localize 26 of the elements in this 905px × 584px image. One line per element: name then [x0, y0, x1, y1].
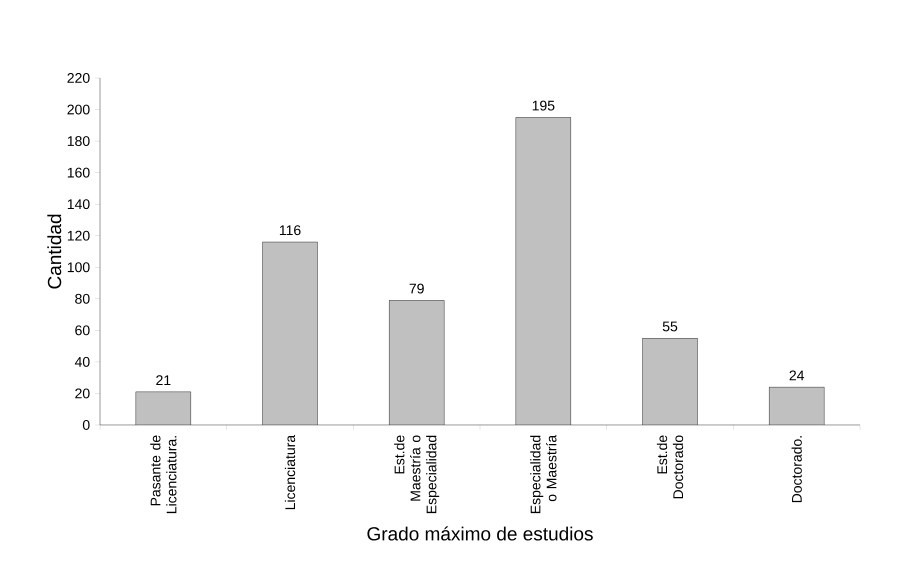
y-tick-label: 60 — [75, 325, 90, 336]
y-tick-label: 100 — [68, 262, 90, 272]
x-tick-label: Pasante de Licenciatura. — [150, 435, 176, 514]
y-tick-label: 0 — [82, 420, 90, 430]
data-label: 116 — [280, 225, 301, 236]
data-label: 55 — [662, 322, 678, 332]
y-tick-label: 40 — [74, 356, 90, 367]
x-tick-label: Doctorado. — [792, 436, 802, 502]
y-tick-label: 200 — [67, 104, 90, 114]
data-label: 21 — [156, 375, 170, 385]
x-axis-title: Grado máximo de estudios — [367, 526, 593, 541]
x-tick-label: Est.de Doctorado — [656, 435, 684, 498]
data-label: 79 — [410, 284, 424, 294]
x-tick-label: Licenciatura — [284, 434, 296, 510]
y-tick-label: 20 — [75, 388, 90, 398]
x-tick-label: Est.de Maestría o Especialidad — [394, 435, 440, 514]
y-tick-label: 120 — [68, 230, 90, 241]
y-axis-title: Cantidad — [47, 214, 62, 289]
x-tick-label: Especialidad o Maestría — [530, 434, 556, 514]
data-label: 24 — [790, 370, 804, 380]
y-tick-label: 220 — [67, 73, 90, 83]
y-tick-label: 80 — [75, 294, 90, 304]
y-tick-label: 180 — [68, 136, 90, 146]
data-label: 195 — [532, 100, 554, 111]
y-tick-label: 160 — [68, 168, 90, 178]
y-tick-label: 140 — [68, 199, 90, 210]
